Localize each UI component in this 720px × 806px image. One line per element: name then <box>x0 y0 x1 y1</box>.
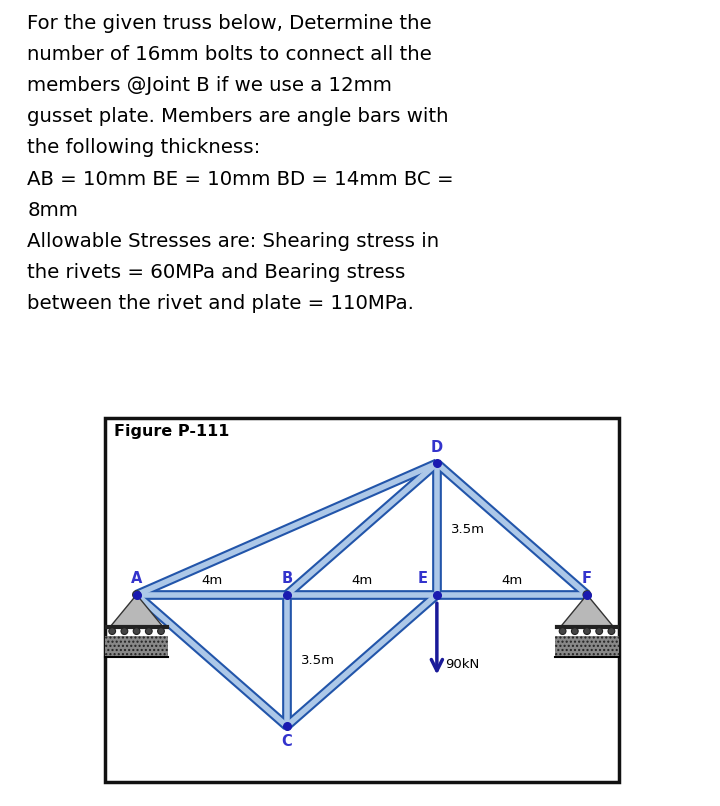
Circle shape <box>109 628 116 634</box>
Text: gusset plate. Members are angle bars with: gusset plate. Members are angle bars wit… <box>27 107 449 127</box>
Text: B: B <box>282 571 292 587</box>
Circle shape <box>584 628 590 634</box>
Polygon shape <box>561 595 613 626</box>
Text: Allowable Stresses are: Shearing stress in: Allowable Stresses are: Shearing stress … <box>27 232 439 251</box>
Text: the following thickness:: the following thickness: <box>27 139 261 157</box>
Circle shape <box>559 628 566 634</box>
Text: members @Joint B if we use a 12mm: members @Joint B if we use a 12mm <box>27 77 392 95</box>
Circle shape <box>145 628 152 634</box>
Bar <box>104 637 168 657</box>
Polygon shape <box>110 595 163 626</box>
Text: For the given truss below, Determine the: For the given truss below, Determine the <box>27 14 432 33</box>
Text: the rivets = 60MPa and Bearing stress: the rivets = 60MPa and Bearing stress <box>27 263 406 282</box>
Circle shape <box>608 628 615 634</box>
Text: 3.5m: 3.5m <box>301 654 335 667</box>
Text: number of 16mm bolts to connect all the: number of 16mm bolts to connect all the <box>27 45 432 64</box>
Circle shape <box>572 628 578 634</box>
Text: 3.5m: 3.5m <box>451 522 485 535</box>
Text: Figure P-111: Figure P-111 <box>114 424 230 439</box>
Bar <box>555 637 619 657</box>
Circle shape <box>596 628 603 634</box>
Circle shape <box>133 591 140 598</box>
Text: E: E <box>418 571 428 587</box>
Circle shape <box>158 628 164 634</box>
Text: F: F <box>582 571 592 587</box>
Text: AB = 10mm BE = 10mm BD = 14mm BC =: AB = 10mm BE = 10mm BD = 14mm BC = <box>27 169 454 189</box>
Text: C: C <box>282 734 292 750</box>
Text: between the rivet and plate = 110MPa.: between the rivet and plate = 110MPa. <box>27 294 414 313</box>
Circle shape <box>121 628 127 634</box>
Text: D: D <box>431 440 443 455</box>
Circle shape <box>133 628 140 634</box>
Text: 90kN: 90kN <box>445 658 480 671</box>
Text: 8mm: 8mm <box>27 201 78 220</box>
Text: A: A <box>131 571 143 587</box>
Text: 4m: 4m <box>501 574 523 587</box>
Text: 4m: 4m <box>201 574 222 587</box>
Circle shape <box>583 591 590 598</box>
Text: 4m: 4m <box>351 574 372 587</box>
